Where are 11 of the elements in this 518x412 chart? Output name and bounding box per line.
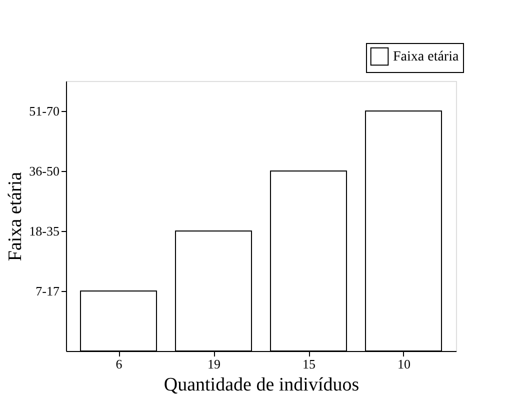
x-tick-label: 10: [398, 356, 410, 372]
x-axis-title: Quantidade de indivíduos: [164, 374, 360, 396]
x-tick-label: 15: [302, 356, 316, 372]
category-label: 51-70: [29, 104, 60, 118]
y-axis-title: Faixa etária: [5, 171, 26, 262]
category-label: 36-50: [29, 164, 60, 178]
x-tick-label: 19: [208, 356, 220, 372]
category-label: 7-17: [36, 284, 60, 298]
legend-label: Faixa etária: [393, 50, 460, 64]
category-label: 18-35: [29, 224, 60, 238]
x-tick-label: 6: [116, 356, 123, 372]
